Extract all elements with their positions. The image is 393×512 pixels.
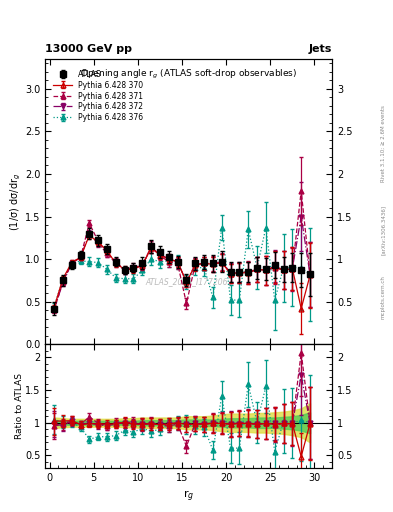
Y-axis label: Ratio to ATLAS: Ratio to ATLAS xyxy=(15,373,24,439)
Text: [arXiv:1306.3436]: [arXiv:1306.3436] xyxy=(381,205,386,255)
Text: ATLAS_2019_I1772062: ATLAS_2019_I1772062 xyxy=(145,277,232,286)
Y-axis label: (1/σ) dσ/dr$_g$: (1/σ) dσ/dr$_g$ xyxy=(9,173,24,231)
Legend: ATLAS, Pythia 6.428 370, Pythia 6.428 371, Pythia 6.428 372, Pythia 6.428 376: ATLAS, Pythia 6.428 370, Pythia 6.428 37… xyxy=(51,68,146,124)
Text: Opening angle r$_g$ (ATLAS soft-drop observables): Opening angle r$_g$ (ATLAS soft-drop obs… xyxy=(80,68,297,80)
Text: 13000 GeV pp: 13000 GeV pp xyxy=(45,44,132,54)
Text: Rivet 3.1.10; ≥ 2.6M events: Rivet 3.1.10; ≥ 2.6M events xyxy=(381,105,386,182)
Text: Jets: Jets xyxy=(309,44,332,54)
Text: mcplots.cern.ch: mcplots.cern.ch xyxy=(381,275,386,319)
X-axis label: r$_g$: r$_g$ xyxy=(183,489,194,504)
